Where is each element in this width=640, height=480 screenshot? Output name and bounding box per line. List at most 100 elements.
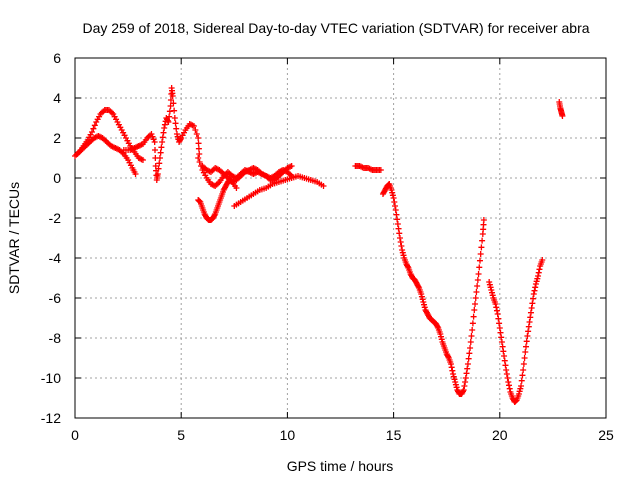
- data-point-marker: [524, 333, 531, 339]
- data-series: [72, 85, 566, 405]
- data-point-marker: [486, 281, 493, 288]
- data-point-marker: [487, 284, 494, 291]
- data-point-marker: [172, 120, 179, 127]
- y-tick-label: 0: [53, 170, 61, 186]
- data-point-marker: [419, 296, 426, 303]
- data-point-marker: [196, 151, 203, 157]
- data-point-marker: [404, 263, 411, 270]
- x-tick-label: 0: [71, 427, 79, 443]
- data-point-marker: [520, 361, 527, 367]
- data-point-marker: [177, 136, 184, 143]
- data-point-marker: [400, 252, 407, 259]
- data-point-marker: [195, 155, 202, 161]
- x-tick-label: 15: [386, 427, 402, 443]
- data-point-marker: [460, 387, 467, 393]
- data-point-marker: [132, 171, 139, 177]
- data-point-marker: [525, 323, 532, 330]
- data-point-marker: [397, 239, 404, 245]
- data-point-marker: [503, 367, 510, 373]
- data-point-marker: [466, 350, 473, 357]
- data-point-marker: [192, 127, 199, 133]
- data-point-marker: [173, 125, 180, 132]
- data-point-marker: [165, 119, 172, 125]
- data-point-marker: [155, 165, 162, 172]
- data-point-marker: [452, 381, 459, 388]
- data-point-marker: [461, 383, 468, 389]
- data-point-marker: [534, 275, 541, 282]
- data-point-marker: [473, 289, 480, 295]
- data-point-marker: [151, 139, 158, 145]
- data-point-marker: [160, 129, 167, 136]
- data-point-marker: [399, 247, 406, 253]
- y-tick-label: 2: [53, 130, 61, 146]
- x-tick-label: 25: [598, 427, 614, 443]
- data-point-marker: [506, 385, 513, 392]
- data-point-marker: [450, 371, 457, 377]
- data-point-marker: [288, 163, 295, 169]
- data-point-marker: [450, 373, 457, 380]
- data-point-marker: [421, 301, 428, 308]
- data-point-marker: [471, 307, 478, 313]
- data-point-marker: [464, 361, 471, 367]
- data-point-marker: [532, 281, 539, 287]
- data-point-marker: [398, 243, 405, 249]
- data-point-marker: [91, 122, 98, 129]
- data-point-marker: [159, 134, 166, 141]
- data-point-marker: [480, 217, 487, 223]
- data-point-marker: [233, 185, 240, 191]
- data-point-marker: [501, 353, 508, 359]
- series-arc-2: [120, 85, 203, 183]
- data-point-marker: [463, 370, 470, 377]
- data-point-marker: [520, 367, 527, 373]
- chart-title: Day 259 of 2018, Sidereal Day-to-day VTE…: [82, 20, 589, 36]
- data-point-marker: [320, 183, 327, 189]
- data-point-marker: [472, 301, 479, 307]
- data-point-marker: [529, 300, 536, 307]
- data-point-marker: [211, 212, 218, 219]
- data-point-marker: [174, 133, 181, 140]
- series-arc-9: [486, 257, 546, 405]
- data-point-marker: [195, 145, 202, 152]
- data-point-marker: [169, 93, 176, 99]
- data-point-marker: [518, 383, 525, 389]
- data-point-marker: [498, 339, 505, 345]
- data-point-marker: [164, 117, 171, 124]
- data-point-marker: [501, 357, 508, 364]
- data-point-marker: [415, 283, 422, 290]
- data-point-marker: [438, 333, 445, 340]
- axis-ticks: 0 5 10 15 20 25 -12 -10 -8 -6 -4 -2 0 2 4 6: [41, 50, 614, 443]
- data-point-marker: [166, 113, 173, 120]
- data-point-marker: [506, 382, 513, 389]
- data-point-marker: [391, 199, 398, 205]
- data-point-marker: [149, 133, 156, 140]
- data-point-marker: [476, 257, 483, 264]
- data-point-marker: [488, 287, 495, 293]
- data-point-marker: [159, 139, 166, 145]
- data-point-marker: [477, 251, 484, 257]
- data-point-marker: [452, 379, 459, 385]
- data-point-marker: [502, 362, 509, 369]
- data-point-marker: [196, 159, 203, 165]
- data-point-marker: [438, 336, 445, 343]
- data-point-marker: [503, 371, 510, 377]
- data-point-marker: [533, 278, 540, 285]
- data-point-marker: [494, 311, 501, 317]
- data-point-marker: [495, 315, 502, 322]
- data-point-marker: [489, 289, 496, 296]
- data-point-marker: [388, 187, 395, 193]
- series-arc-10: [556, 99, 566, 119]
- data-point-marker: [476, 264, 483, 271]
- data-point-marker: [504, 375, 511, 381]
- data-point-marker: [493, 307, 500, 314]
- data-point-marker: [469, 327, 476, 333]
- data-point-marker: [492, 301, 499, 307]
- data-point-marker: [468, 333, 475, 339]
- data-point-marker: [470, 313, 477, 320]
- data-point-marker: [396, 230, 403, 237]
- y-tick-label: -2: [49, 210, 62, 226]
- data-point-marker: [515, 391, 522, 397]
- data-point-marker: [447, 361, 454, 367]
- data-point-marker: [527, 309, 534, 316]
